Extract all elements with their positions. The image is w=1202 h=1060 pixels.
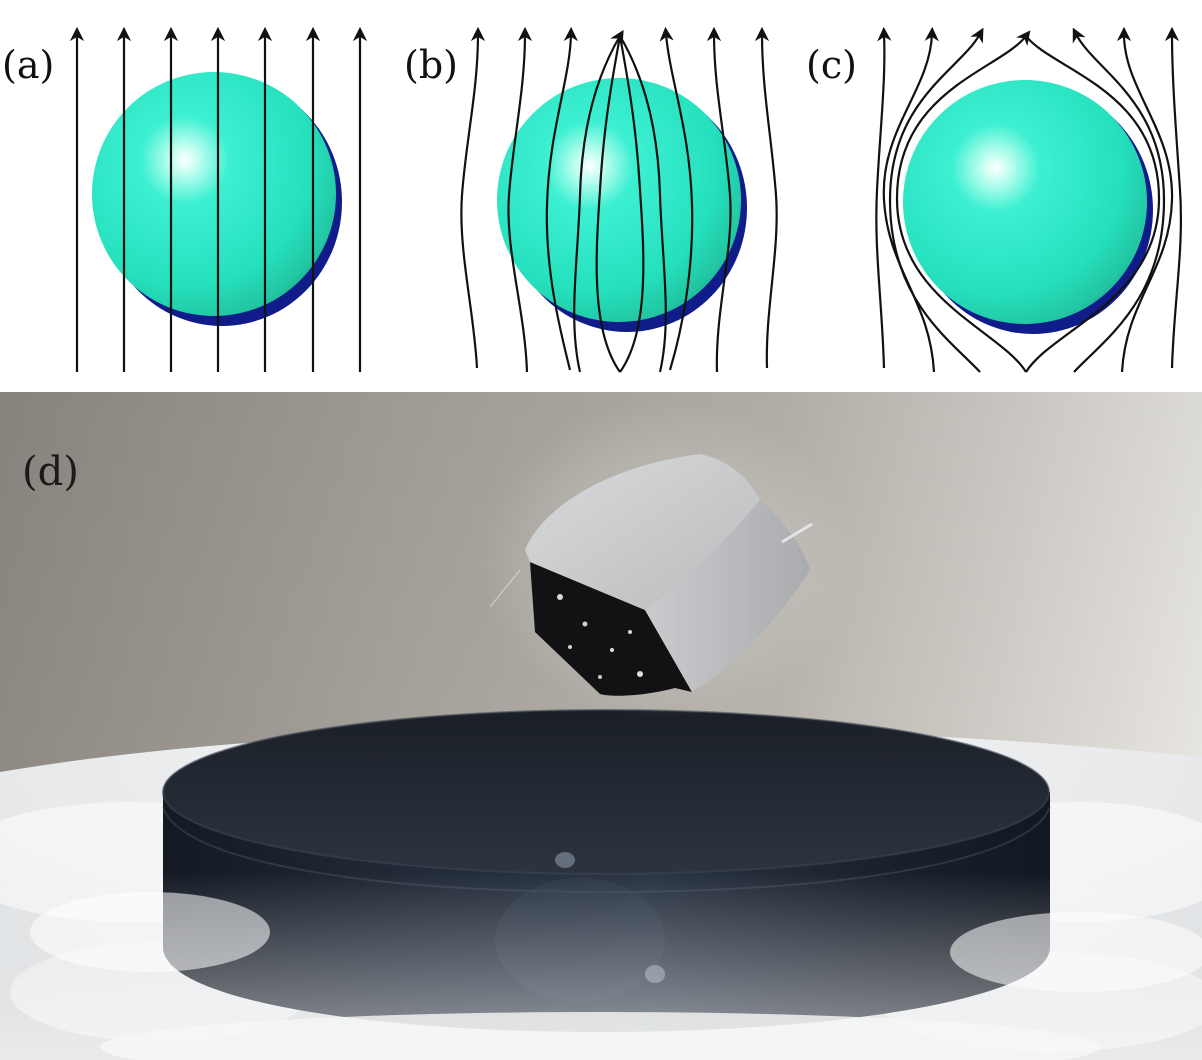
panel-a-label: (a) xyxy=(2,43,54,87)
panel-c: (c) xyxy=(806,26,1183,373)
field-lines-b xyxy=(460,26,778,373)
photo-label: (d) xyxy=(22,449,79,495)
field-lines-c xyxy=(875,26,1183,373)
sphere-b xyxy=(497,78,747,332)
levitation-photo: (d) xyxy=(0,392,1202,1060)
field-lines-a xyxy=(69,26,368,372)
levitating-magnet xyxy=(478,400,858,720)
panel-c-label: (c) xyxy=(806,43,857,87)
panel-a: (a) xyxy=(2,26,368,372)
sphere-c xyxy=(903,80,1153,334)
sphere-a xyxy=(92,72,342,326)
field-line-diagrams: (a) (b) xyxy=(2,26,1183,373)
panel-b: (b) xyxy=(404,26,778,373)
panel-b-label: (b) xyxy=(404,43,458,87)
